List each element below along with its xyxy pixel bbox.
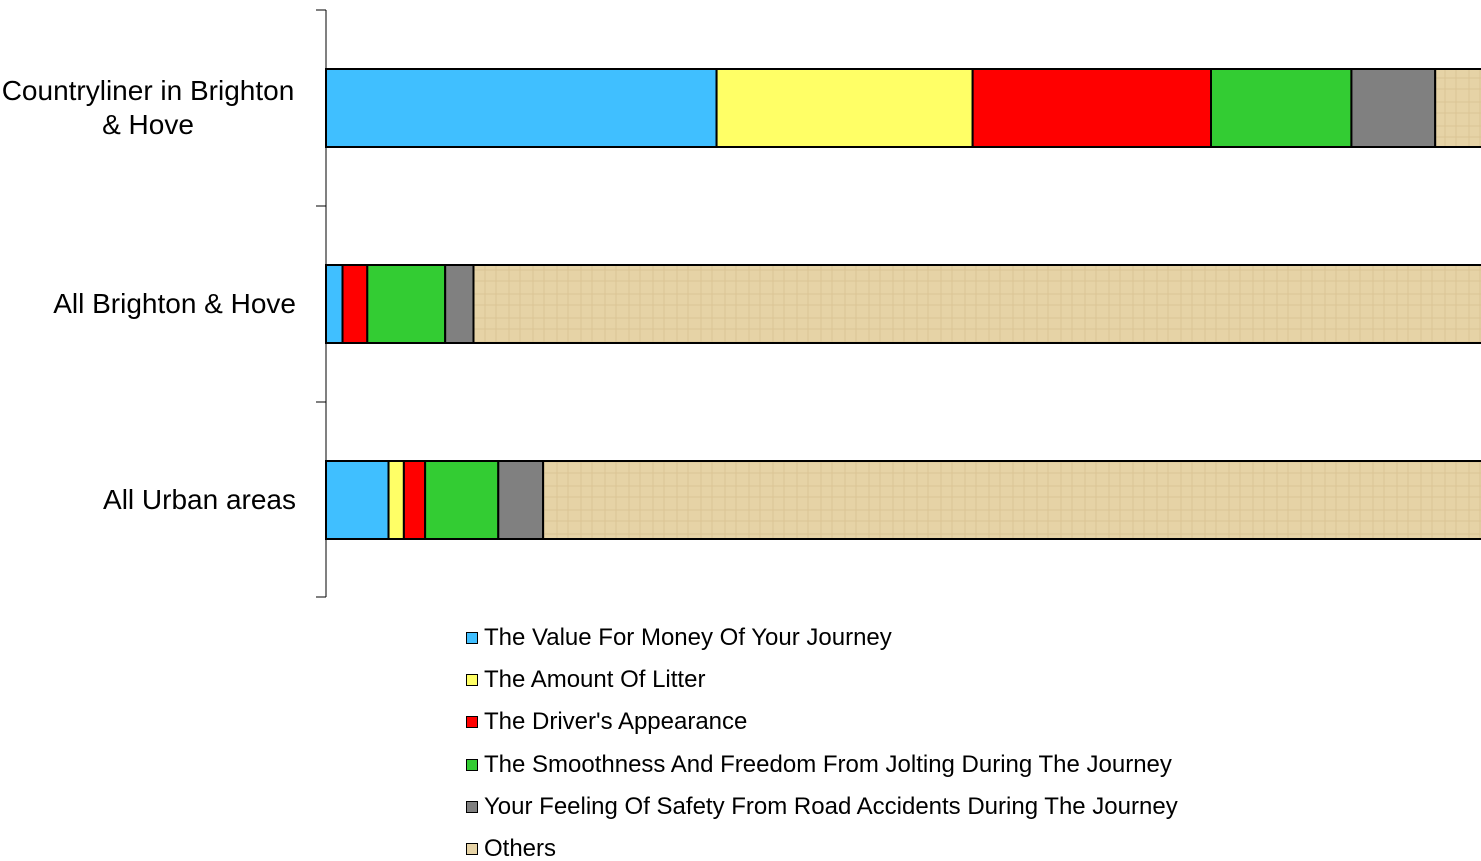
bar-segment xyxy=(341,264,369,344)
bar-segment xyxy=(402,460,427,540)
legend-item: The Value For Money Of Your Journey xyxy=(466,624,892,652)
bar-segment xyxy=(715,68,974,148)
bar-segment xyxy=(971,68,1213,148)
legend-swatch xyxy=(466,716,478,729)
bar-segment xyxy=(387,460,405,540)
bar-segment xyxy=(325,68,718,148)
legend-label: Others xyxy=(484,835,557,861)
legend-label: The Smoothness And Freedom From Jolting … xyxy=(484,750,1172,778)
legend-swatch xyxy=(466,758,478,771)
legend-swatch xyxy=(466,800,478,813)
bar-segment xyxy=(1350,68,1437,148)
legend-item: The Smoothness And Freedom From Jolting … xyxy=(466,751,1172,779)
bar-segment xyxy=(424,460,500,540)
legend-swatch xyxy=(466,674,478,687)
category-label: Countryliner in Brighton & Hove xyxy=(1,75,295,140)
legend-label: The Driver's Appearance xyxy=(484,708,748,736)
legend-item: The Driver's Appearance xyxy=(466,708,747,736)
bar-segment xyxy=(497,460,545,540)
category-label: All Brighton & Hove xyxy=(53,288,296,319)
bar-segment xyxy=(325,264,344,344)
bar-segment xyxy=(472,264,1481,344)
category-label: All Urban areas xyxy=(103,484,296,515)
bar-segment xyxy=(1434,68,1481,148)
bar-segment xyxy=(366,264,447,344)
legend-label: The Value For Money Of Your Journey xyxy=(484,624,892,651)
legend-swatch xyxy=(466,843,478,855)
bar-segment xyxy=(325,460,390,540)
legend-label: The Amount Of Litter xyxy=(484,666,706,694)
legend-swatch xyxy=(466,632,478,644)
legend-label: Your Feeling Of Safety From Road Acciden… xyxy=(484,792,1178,820)
bar-segment xyxy=(444,264,475,344)
legend-item: Others xyxy=(466,835,556,861)
bar-segment xyxy=(542,460,1481,540)
legend-item: The Amount Of Litter xyxy=(466,666,705,694)
legend-item: Your Feeling Of Safety From Road Acciden… xyxy=(466,793,1178,821)
bar-segment xyxy=(1210,68,1353,148)
